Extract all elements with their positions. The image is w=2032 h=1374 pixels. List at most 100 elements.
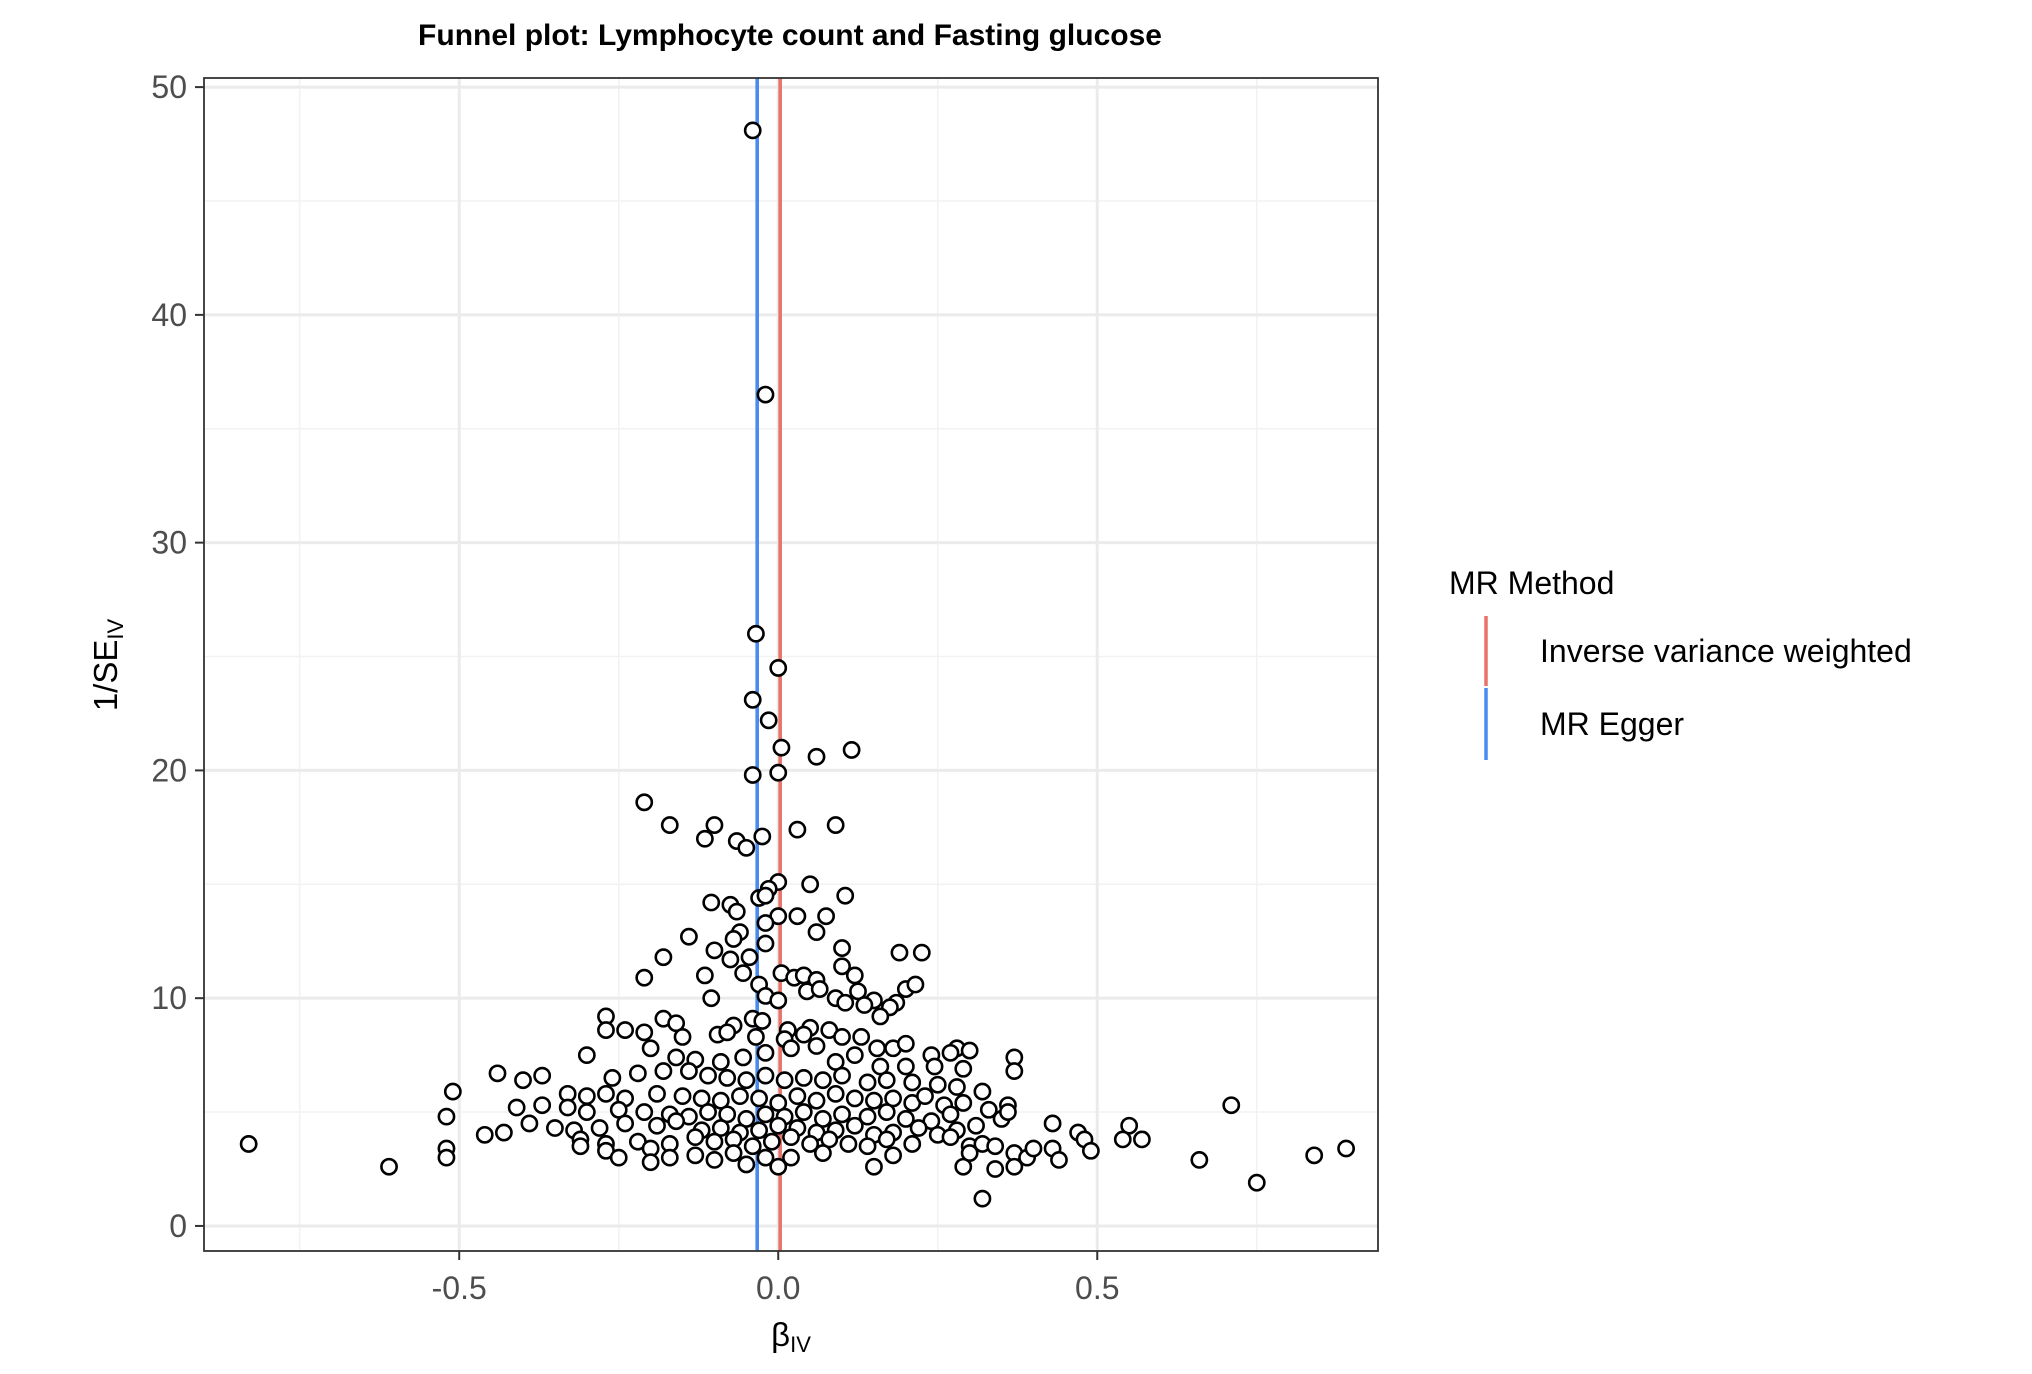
data-point bbox=[1337, 1139, 1355, 1158]
data-point bbox=[635, 793, 654, 812]
data-point bbox=[705, 816, 724, 834]
data-point bbox=[727, 902, 746, 921]
data-point bbox=[906, 975, 925, 994]
data-point bbox=[769, 659, 788, 677]
data-point bbox=[609, 1148, 628, 1167]
data-point bbox=[747, 1027, 765, 1046]
data-point bbox=[635, 1103, 654, 1121]
data-point bbox=[1005, 1157, 1024, 1176]
x-tick-label: -0.5 bbox=[432, 1270, 487, 1306]
data-point bbox=[855, 996, 874, 1014]
legend-label-ivw: Inverse variance weighted bbox=[1540, 633, 1912, 669]
data-point bbox=[756, 934, 775, 953]
data-point bbox=[667, 1048, 686, 1067]
data-point bbox=[628, 1064, 647, 1083]
data-point bbox=[845, 1046, 864, 1065]
data-point bbox=[941, 1043, 960, 1062]
x-tick-label: 0.0 bbox=[756, 1270, 800, 1306]
data-point bbox=[979, 1100, 998, 1119]
data-point bbox=[967, 1116, 985, 1135]
data-point bbox=[743, 690, 762, 709]
data-point bbox=[711, 1053, 730, 1071]
data-point bbox=[852, 1027, 871, 1046]
data-point bbox=[769, 1116, 788, 1135]
data-point bbox=[721, 950, 740, 969]
data-point bbox=[1081, 1141, 1100, 1160]
data-point bbox=[705, 1150, 724, 1169]
data-point bbox=[928, 1075, 947, 1094]
data-point bbox=[884, 1146, 902, 1165]
data-point bbox=[941, 1128, 960, 1147]
data-point bbox=[654, 948, 673, 967]
data-point bbox=[833, 1027, 851, 1046]
data-point bbox=[925, 1057, 944, 1076]
data-point bbox=[616, 1021, 635, 1039]
data-point bbox=[747, 624, 765, 643]
data-point bbox=[753, 827, 772, 846]
data-point bbox=[865, 1091, 883, 1110]
data-point bbox=[999, 1103, 1017, 1121]
data-point bbox=[772, 738, 791, 757]
data-point bbox=[807, 923, 826, 942]
data-point bbox=[839, 1135, 858, 1153]
data-point bbox=[817, 907, 835, 926]
data-point bbox=[788, 1087, 807, 1106]
data-point bbox=[986, 1160, 1005, 1178]
data-point bbox=[558, 1098, 577, 1117]
data-point bbox=[896, 1057, 915, 1076]
data-point bbox=[443, 1082, 462, 1101]
legend: MR Method Inverse variance weighted MR E… bbox=[1449, 565, 1912, 760]
data-point bbox=[833, 1105, 851, 1124]
grid-minor-x bbox=[298, 78, 1258, 1251]
data-point bbox=[845, 1089, 864, 1108]
data-point bbox=[1024, 1139, 1043, 1158]
legend-title: MR Method bbox=[1449, 565, 1614, 601]
data-point bbox=[577, 1103, 596, 1121]
data-point bbox=[546, 1119, 564, 1137]
data-point bbox=[807, 747, 826, 766]
data-point bbox=[673, 1027, 692, 1046]
data-point bbox=[724, 930, 743, 948]
data-point bbox=[833, 1066, 851, 1085]
data-point bbox=[954, 1094, 973, 1112]
data-point bbox=[718, 1068, 737, 1087]
data-point bbox=[702, 989, 721, 1008]
data-point bbox=[756, 1105, 775, 1124]
data-point bbox=[475, 1125, 494, 1144]
data-point bbox=[743, 766, 762, 784]
data-point bbox=[654, 1062, 673, 1080]
data-point bbox=[756, 1148, 775, 1167]
data-point bbox=[842, 741, 861, 759]
data-point bbox=[941, 1105, 960, 1124]
data-point bbox=[903, 1135, 922, 1153]
data-point bbox=[737, 838, 756, 857]
data-point bbox=[743, 1137, 762, 1156]
data-point bbox=[597, 1084, 615, 1103]
data-point bbox=[807, 1091, 826, 1110]
plot-panel bbox=[203, 77, 1379, 1252]
data-point bbox=[986, 1137, 1005, 1156]
data-point bbox=[437, 1148, 456, 1167]
data-point bbox=[960, 1144, 979, 1162]
data-point bbox=[571, 1137, 590, 1156]
data-point bbox=[762, 1132, 781, 1151]
data-point bbox=[868, 1039, 887, 1058]
data-point bbox=[731, 1087, 749, 1106]
data-point bbox=[845, 1116, 864, 1135]
x-axis-title: βIV bbox=[771, 1316, 811, 1357]
data-point bbox=[667, 1112, 686, 1131]
data-point bbox=[680, 927, 698, 946]
data-point bbox=[960, 1041, 979, 1060]
data-point bbox=[877, 1103, 896, 1121]
data-point bbox=[699, 1103, 717, 1121]
data-point bbox=[737, 1155, 756, 1174]
data-point bbox=[759, 711, 778, 730]
data-point bbox=[909, 1119, 928, 1137]
data-point bbox=[833, 939, 851, 957]
data-point bbox=[239, 1135, 258, 1153]
data-point bbox=[724, 1144, 743, 1162]
data-point bbox=[686, 1128, 705, 1147]
data-point bbox=[494, 1123, 513, 1142]
data-point bbox=[507, 1098, 526, 1117]
